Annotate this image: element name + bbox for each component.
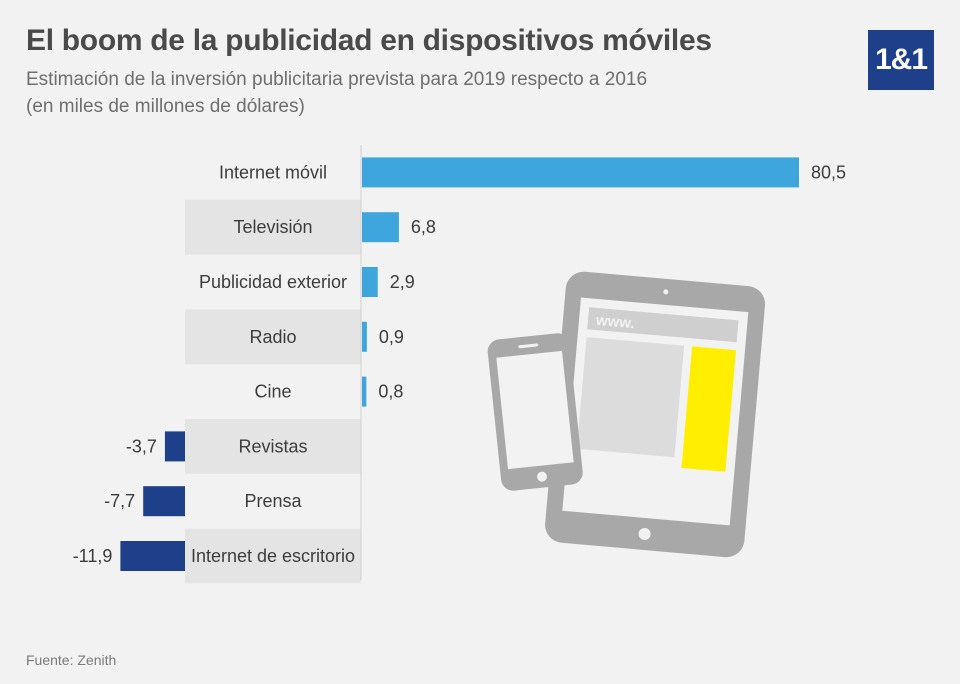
subtitle-line-1: Estimación de la inversión publicitaria …: [26, 69, 648, 90]
category-band: [185, 309, 361, 365]
source-note: Fuente: Zenith: [26, 652, 117, 668]
category-bands: [185, 199, 361, 584]
category-label: Internet de escritorio: [191, 546, 355, 566]
category-band: [185, 528, 361, 584]
chart-subtitle: Estimación de la inversión publicitaria …: [26, 66, 647, 120]
bar: [362, 212, 399, 243]
subtitle-line-2: (en miles de millones de dólares): [26, 96, 305, 117]
category-label: Cine: [254, 382, 291, 402]
category-label: Publicidad exterior: [199, 272, 347, 292]
value-labels: 80,5 6,8 2,9 0,9 0,8 -3,7 -7,7 -11,9: [73, 162, 846, 566]
category-label: Televisión: [233, 217, 312, 237]
url-bar-text: www.: [594, 312, 635, 332]
category-label: Prensa: [244, 491, 302, 511]
value-label: -3,7: [126, 436, 157, 456]
chart-title: El boom de la publicidad en dispositivos…: [26, 24, 712, 57]
value-label: -7,7: [104, 491, 135, 511]
bar: [362, 267, 378, 297]
value-label: 2,9: [390, 272, 415, 292]
value-label: 0,9: [379, 327, 404, 347]
value-label: 80,5: [811, 162, 846, 182]
value-label: 0,8: [378, 382, 403, 402]
phone-icon: [487, 333, 583, 491]
bar: [120, 541, 185, 571]
bar: [362, 321, 367, 352]
category-label: Radio: [249, 327, 296, 347]
bar: [362, 157, 799, 188]
tablet-icon: www.: [545, 271, 766, 558]
bar: [362, 376, 367, 407]
value-label: 6,8: [411, 217, 436, 237]
bars: [120, 157, 799, 571]
category-label: Internet móvil: [219, 162, 327, 182]
bar: [164, 431, 185, 462]
category-labels: Internet móvil Televisión Publicidad exter…: [191, 162, 355, 566]
device-illustration: www.: [487, 271, 766, 558]
category-band: [185, 419, 361, 474]
brand-logo: 1&1: [868, 30, 934, 90]
bar: [143, 486, 185, 517]
value-label: -11,9: [73, 546, 113, 566]
category-band: [185, 199, 361, 255]
category-label: Revistas: [238, 436, 307, 456]
